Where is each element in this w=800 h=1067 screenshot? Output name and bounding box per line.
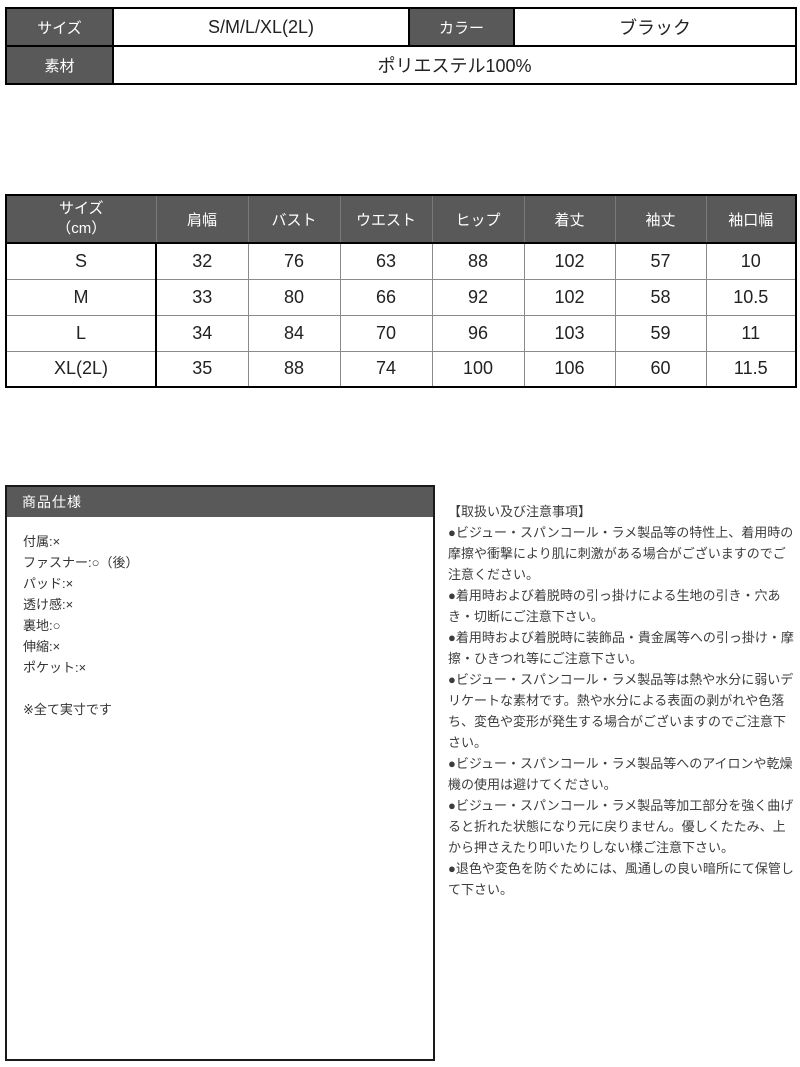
value-cell: 59: [614, 314, 707, 352]
size-cell: M: [5, 278, 157, 316]
value-cell: 63: [339, 242, 433, 280]
care-note: ●退色や変色を防ぐためには、風通しの良い暗所にて保管して下さい。: [448, 861, 794, 897]
color-value-cell: ブラック: [513, 7, 797, 47]
size-chart-header-cuff: 袖口幅: [705, 194, 797, 244]
care-note: ●着用時および着脱時に装飾品・貴金属等への引っ掛け・摩擦・ひきつれ等にご注意下さ…: [448, 630, 794, 666]
spec-box-spacer: [23, 678, 417, 699]
product-spec-box: 商品仕様 付属:× ファスナー:○（後） パッド:× 透け感:× 裏地:○ 伸縮…: [5, 485, 435, 1061]
value-cell: 106: [523, 350, 616, 388]
value-cell: 33: [155, 278, 249, 316]
value-cell: 92: [431, 278, 525, 316]
spec-item-pad: パッド:×: [23, 576, 74, 591]
size-label-cell: サイズ: [5, 7, 114, 47]
value-cell: 84: [247, 314, 341, 352]
value-cell: 11.5: [705, 350, 797, 388]
value-cell: 57: [614, 242, 707, 280]
size-chart-header-hip: ヒップ: [431, 194, 525, 244]
value-cell: 88: [431, 242, 525, 280]
spec-item-sheerness: 透け感:×: [23, 597, 74, 612]
value-cell: 32: [155, 242, 249, 280]
value-cell: 88: [247, 350, 341, 388]
product-info-table: サイズ S/M/L/XL(2L) カラー ブラック 素材 ポリエステル100%: [5, 7, 797, 85]
size-chart-table: サイズ （cm） 肩幅 バスト ウエスト ヒップ 着丈 袖丈 袖口幅 S 32 …: [5, 194, 797, 388]
value-cell: 34: [155, 314, 249, 352]
value-cell: 60: [614, 350, 707, 388]
care-note: ●ビジュー・スパンコール・ラメ製品等は熱や水分に弱いデリケートな素材です。熱や水…: [448, 672, 794, 750]
care-notes-section: 【取扱い及び注意事項】 ●ビジュー・スパンコール・ラメ製品等の特性上、着用時の摩…: [448, 501, 796, 900]
size-chart-header-size-line1: サイズ: [58, 200, 104, 217]
care-notes-title: 【取扱い及び注意事項】: [448, 504, 592, 519]
size-chart-row-xl: XL(2L) 35 88 74 100 106 60 11.5: [5, 350, 797, 388]
value-cell: 35: [155, 350, 249, 388]
spec-box-measure-note: ※全て実寸です: [23, 702, 112, 717]
spec-item-accessory: 付属:×: [23, 534, 61, 549]
value-cell: 74: [339, 350, 433, 388]
size-chart-header-length: 着丈: [523, 194, 616, 244]
size-chart-header-waist: ウエスト: [339, 194, 433, 244]
value-cell: 70: [339, 314, 433, 352]
spec-box-title-bar: 商品仕様: [7, 487, 433, 517]
value-cell: 80: [247, 278, 341, 316]
spec-item-stretch: 伸縮:×: [23, 639, 61, 654]
size-chart-header-size: サイズ （cm）: [5, 194, 157, 244]
value-cell: 102: [523, 278, 616, 316]
value-cell: 102: [523, 242, 616, 280]
color-label-cell: カラー: [408, 7, 515, 47]
size-cell: XL(2L): [5, 350, 157, 388]
size-chart-header-size-line2: （cm）: [56, 220, 107, 237]
material-value-cell: ポリエステル100%: [112, 45, 797, 85]
size-chart-row-s: S 32 76 63 88 102 57 10: [5, 242, 797, 280]
value-cell: 10: [705, 242, 797, 280]
info-row-size-color: サイズ S/M/L/XL(2L) カラー ブラック: [5, 7, 797, 47]
size-cell: S: [5, 242, 157, 280]
material-label-cell: 素材: [5, 45, 114, 85]
care-note: ●ビジュー・スパンコール・ラメ製品等へのアイロンや乾燥機の使用は避けてください。: [448, 756, 793, 792]
value-cell: 58: [614, 278, 707, 316]
spec-box-title: 商品仕様: [22, 494, 82, 510]
spec-item-fastener: ファスナー:○（後）: [23, 555, 139, 570]
value-cell: 66: [339, 278, 433, 316]
size-cell: L: [5, 314, 157, 352]
value-cell: 10.5: [705, 278, 797, 316]
size-chart-header-sleeve: 袖丈: [614, 194, 707, 244]
care-note: ●着用時および着脱時の引っ掛けによる生地の引き・穴あき・切断にご注意下さい。: [448, 588, 781, 624]
value-cell: 100: [431, 350, 525, 388]
spec-box-content: 付属:× ファスナー:○（後） パッド:× 透け感:× 裏地:○ 伸縮:× ポケ…: [7, 517, 433, 734]
size-chart-row-l: L 34 84 70 96 103 59 11: [5, 314, 797, 352]
spec-item-pocket: ポケット:×: [23, 660, 87, 675]
value-cell: 76: [247, 242, 341, 280]
value-cell: 103: [523, 314, 616, 352]
value-cell: 96: [431, 314, 525, 352]
care-note: ●ビジュー・スパンコール・ラメ製品等の特性上、着用時の摩擦や衝撃により肌に刺激が…: [448, 525, 794, 582]
care-note: ●ビジュー・スパンコール・ラメ製品等加工部分を強く曲げると折れた状態になり元に戻…: [448, 798, 794, 855]
size-chart-header-shoulder: 肩幅: [155, 194, 249, 244]
size-value-cell: S/M/L/XL(2L): [112, 7, 410, 47]
size-chart-header-bust: バスト: [247, 194, 341, 244]
size-chart-row-m: M 33 80 66 92 102 58 10.5: [5, 278, 797, 316]
value-cell: 11: [705, 314, 797, 352]
spec-item-lining: 裏地:○: [23, 618, 61, 633]
size-chart-header-row: サイズ （cm） 肩幅 バスト ウエスト ヒップ 着丈 袖丈 袖口幅: [5, 194, 797, 244]
info-row-material: 素材 ポリエステル100%: [5, 45, 797, 85]
